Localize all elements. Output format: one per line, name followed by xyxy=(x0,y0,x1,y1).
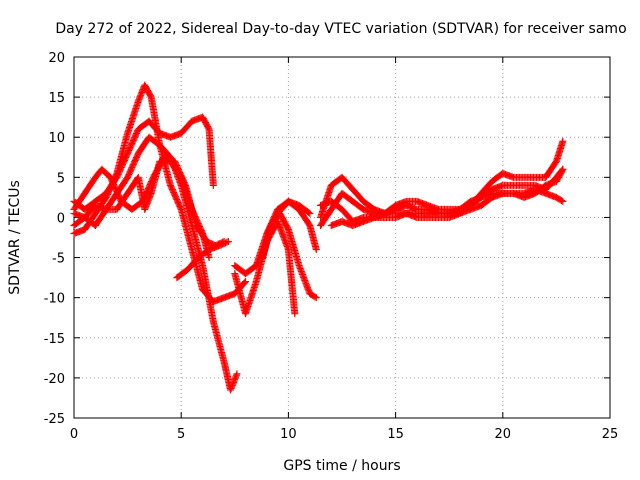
y-tick-label: 15 xyxy=(48,91,65,106)
marker xyxy=(312,246,320,254)
y-tick-label: -15 xyxy=(44,332,65,347)
marker xyxy=(177,204,185,212)
marker xyxy=(305,209,313,217)
axis-ticks xyxy=(73,56,611,419)
y-tick-label: -25 xyxy=(44,412,65,427)
y-axis-label: SDTVAR / TECUs xyxy=(7,180,23,295)
y-tick-label: -5 xyxy=(52,252,65,267)
x-tick-label: 20 xyxy=(495,427,512,442)
x-axis-label: GPS time / hours xyxy=(283,458,400,474)
marker xyxy=(291,310,299,318)
x-tick-label: 5 xyxy=(177,427,185,442)
series-track-7 xyxy=(231,217,299,318)
marker xyxy=(241,279,249,287)
marker xyxy=(311,293,319,301)
x-tick-label: 10 xyxy=(280,427,297,442)
series-track-10 xyxy=(263,197,314,237)
marker xyxy=(558,197,566,205)
marker xyxy=(209,181,217,189)
y-tick-label: 10 xyxy=(48,131,65,146)
x-tick-label: 15 xyxy=(387,427,404,442)
marker xyxy=(233,370,241,378)
x-tick-label: 25 xyxy=(602,427,619,442)
marker xyxy=(306,209,314,217)
x-tick-label: 0 xyxy=(70,427,78,442)
y-tick-label: 5 xyxy=(57,171,65,186)
data-markers xyxy=(70,81,567,394)
series-track-11 xyxy=(317,137,567,221)
marker xyxy=(205,254,213,262)
marker xyxy=(559,197,567,205)
tick-labels: 0 5 10 15 20 25 -25 -20 -15 -10 -5 0 5 10 15 20 xyxy=(44,51,619,442)
marker xyxy=(558,167,566,175)
y-tick-label: -20 xyxy=(44,372,65,387)
marker xyxy=(559,165,567,173)
series-track-6 xyxy=(173,238,232,282)
series-track-14 xyxy=(327,165,567,229)
marker xyxy=(312,294,320,302)
y-tick-label: 0 xyxy=(57,211,65,226)
marker xyxy=(242,278,250,286)
series-track-1 xyxy=(70,81,250,306)
y-tick-label: 20 xyxy=(48,51,65,66)
y-tick-label: -10 xyxy=(44,292,65,307)
marker xyxy=(223,238,231,246)
plot-frame xyxy=(73,56,611,419)
chart-title: Day 272 of 2022, Sidereal Day-to-day VTE… xyxy=(55,21,626,37)
marker xyxy=(224,238,232,246)
series-track-5 xyxy=(70,157,213,262)
marker xyxy=(559,137,567,145)
